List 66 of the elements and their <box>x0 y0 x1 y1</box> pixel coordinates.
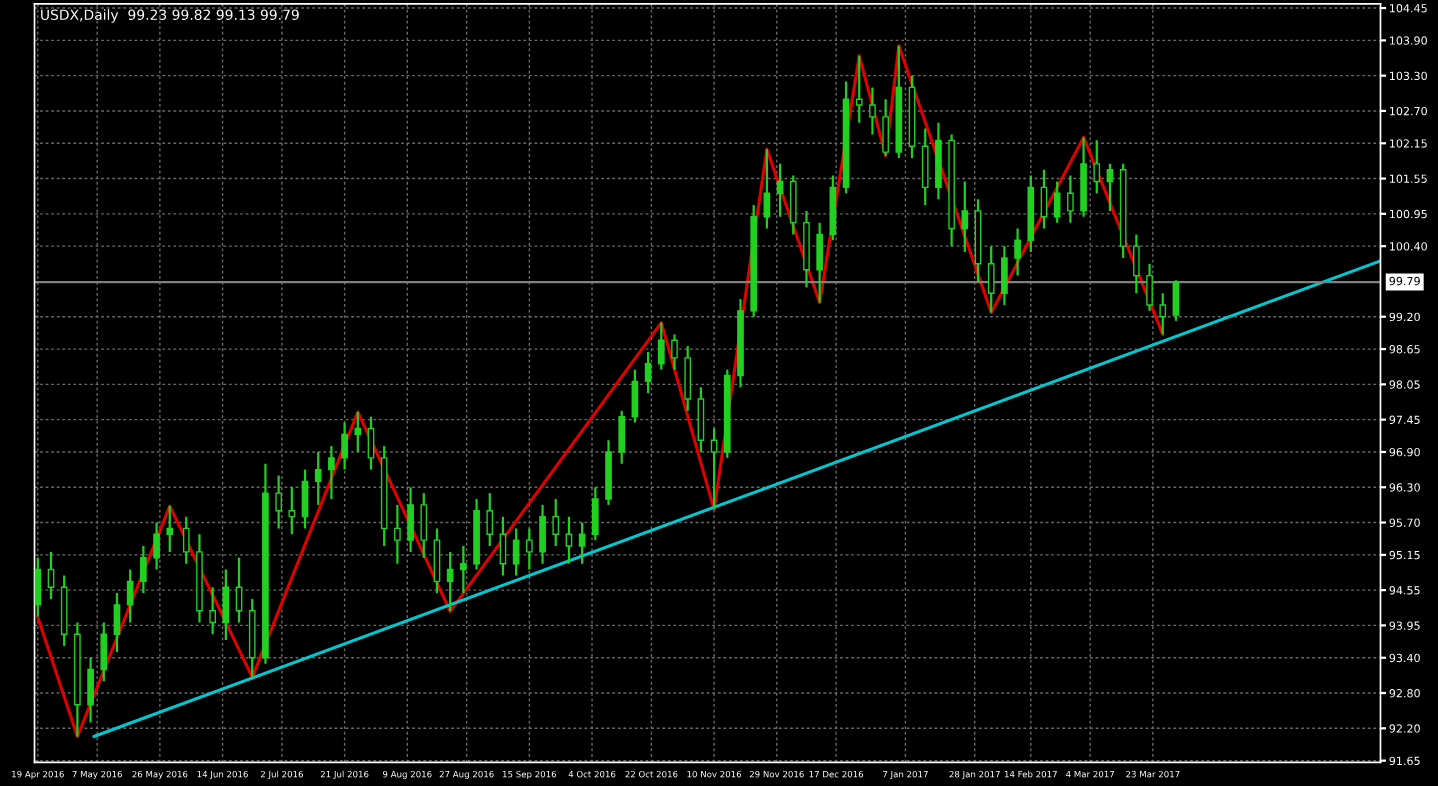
candlestick <box>987 245 995 314</box>
candlestick <box>1106 162 1114 213</box>
candlestick <box>153 521 160 571</box>
candlestick <box>671 333 678 371</box>
candlestick <box>684 345 692 412</box>
candlestick <box>591 486 599 542</box>
candlestick <box>460 544 467 595</box>
candlestick <box>100 621 108 683</box>
candlestick <box>816 221 823 304</box>
candlestick <box>1159 292 1167 336</box>
candlestick <box>47 550 55 601</box>
candlestick <box>855 54 863 124</box>
candlestick <box>552 497 560 548</box>
candlestick <box>803 209 810 289</box>
candlestick <box>697 386 705 454</box>
candlestick <box>961 180 969 254</box>
candlestick <box>394 503 401 565</box>
candlestick <box>526 527 533 571</box>
candlestick <box>1172 279 1180 322</box>
candlestick <box>1133 233 1140 295</box>
candlestick <box>87 656 94 724</box>
candlestick <box>166 504 174 554</box>
candlestick <box>789 174 797 236</box>
candlestick <box>776 162 784 218</box>
candlestick <box>60 574 68 648</box>
candlestick <box>1067 174 1074 224</box>
candlestick <box>1080 136 1087 218</box>
candlestick <box>565 515 573 565</box>
candlestick <box>618 409 626 465</box>
candlestick <box>367 415 375 471</box>
candlestick <box>354 410 362 454</box>
candlestick <box>539 503 546 565</box>
candlestick <box>341 421 348 471</box>
candlestick <box>248 597 256 679</box>
candlestick <box>420 492 428 559</box>
candlestick <box>921 127 929 207</box>
candlestick <box>446 550 454 613</box>
candlestick <box>1093 139 1101 195</box>
candlestick <box>486 492 494 548</box>
candlestick <box>1001 245 1008 307</box>
candlestick <box>209 586 216 636</box>
candlestick <box>34 556 42 618</box>
line-series <box>36 44 1165 739</box>
candlestick <box>882 98 889 157</box>
candlestick <box>644 350 652 395</box>
candlestick <box>657 321 665 371</box>
candlestick <box>1146 262 1153 312</box>
candlestick <box>935 121 942 201</box>
candlestick <box>288 486 296 536</box>
candlestick <box>407 486 414 554</box>
candlestick <box>869 86 876 136</box>
candlestick <box>578 521 586 565</box>
candlestick <box>113 591 121 653</box>
candlestick <box>710 427 718 511</box>
candlestick <box>605 439 612 506</box>
candlestick <box>1053 180 1061 224</box>
candlestick <box>140 544 147 595</box>
candlestick <box>512 527 520 577</box>
candlestick <box>829 174 837 242</box>
candlestick <box>182 515 190 565</box>
candlestick <box>126 568 134 624</box>
candlestick <box>1014 227 1021 277</box>
candlestick <box>433 527 441 595</box>
candlestick <box>314 450 322 506</box>
candlestick <box>275 474 282 530</box>
candlestick <box>328 444 335 501</box>
